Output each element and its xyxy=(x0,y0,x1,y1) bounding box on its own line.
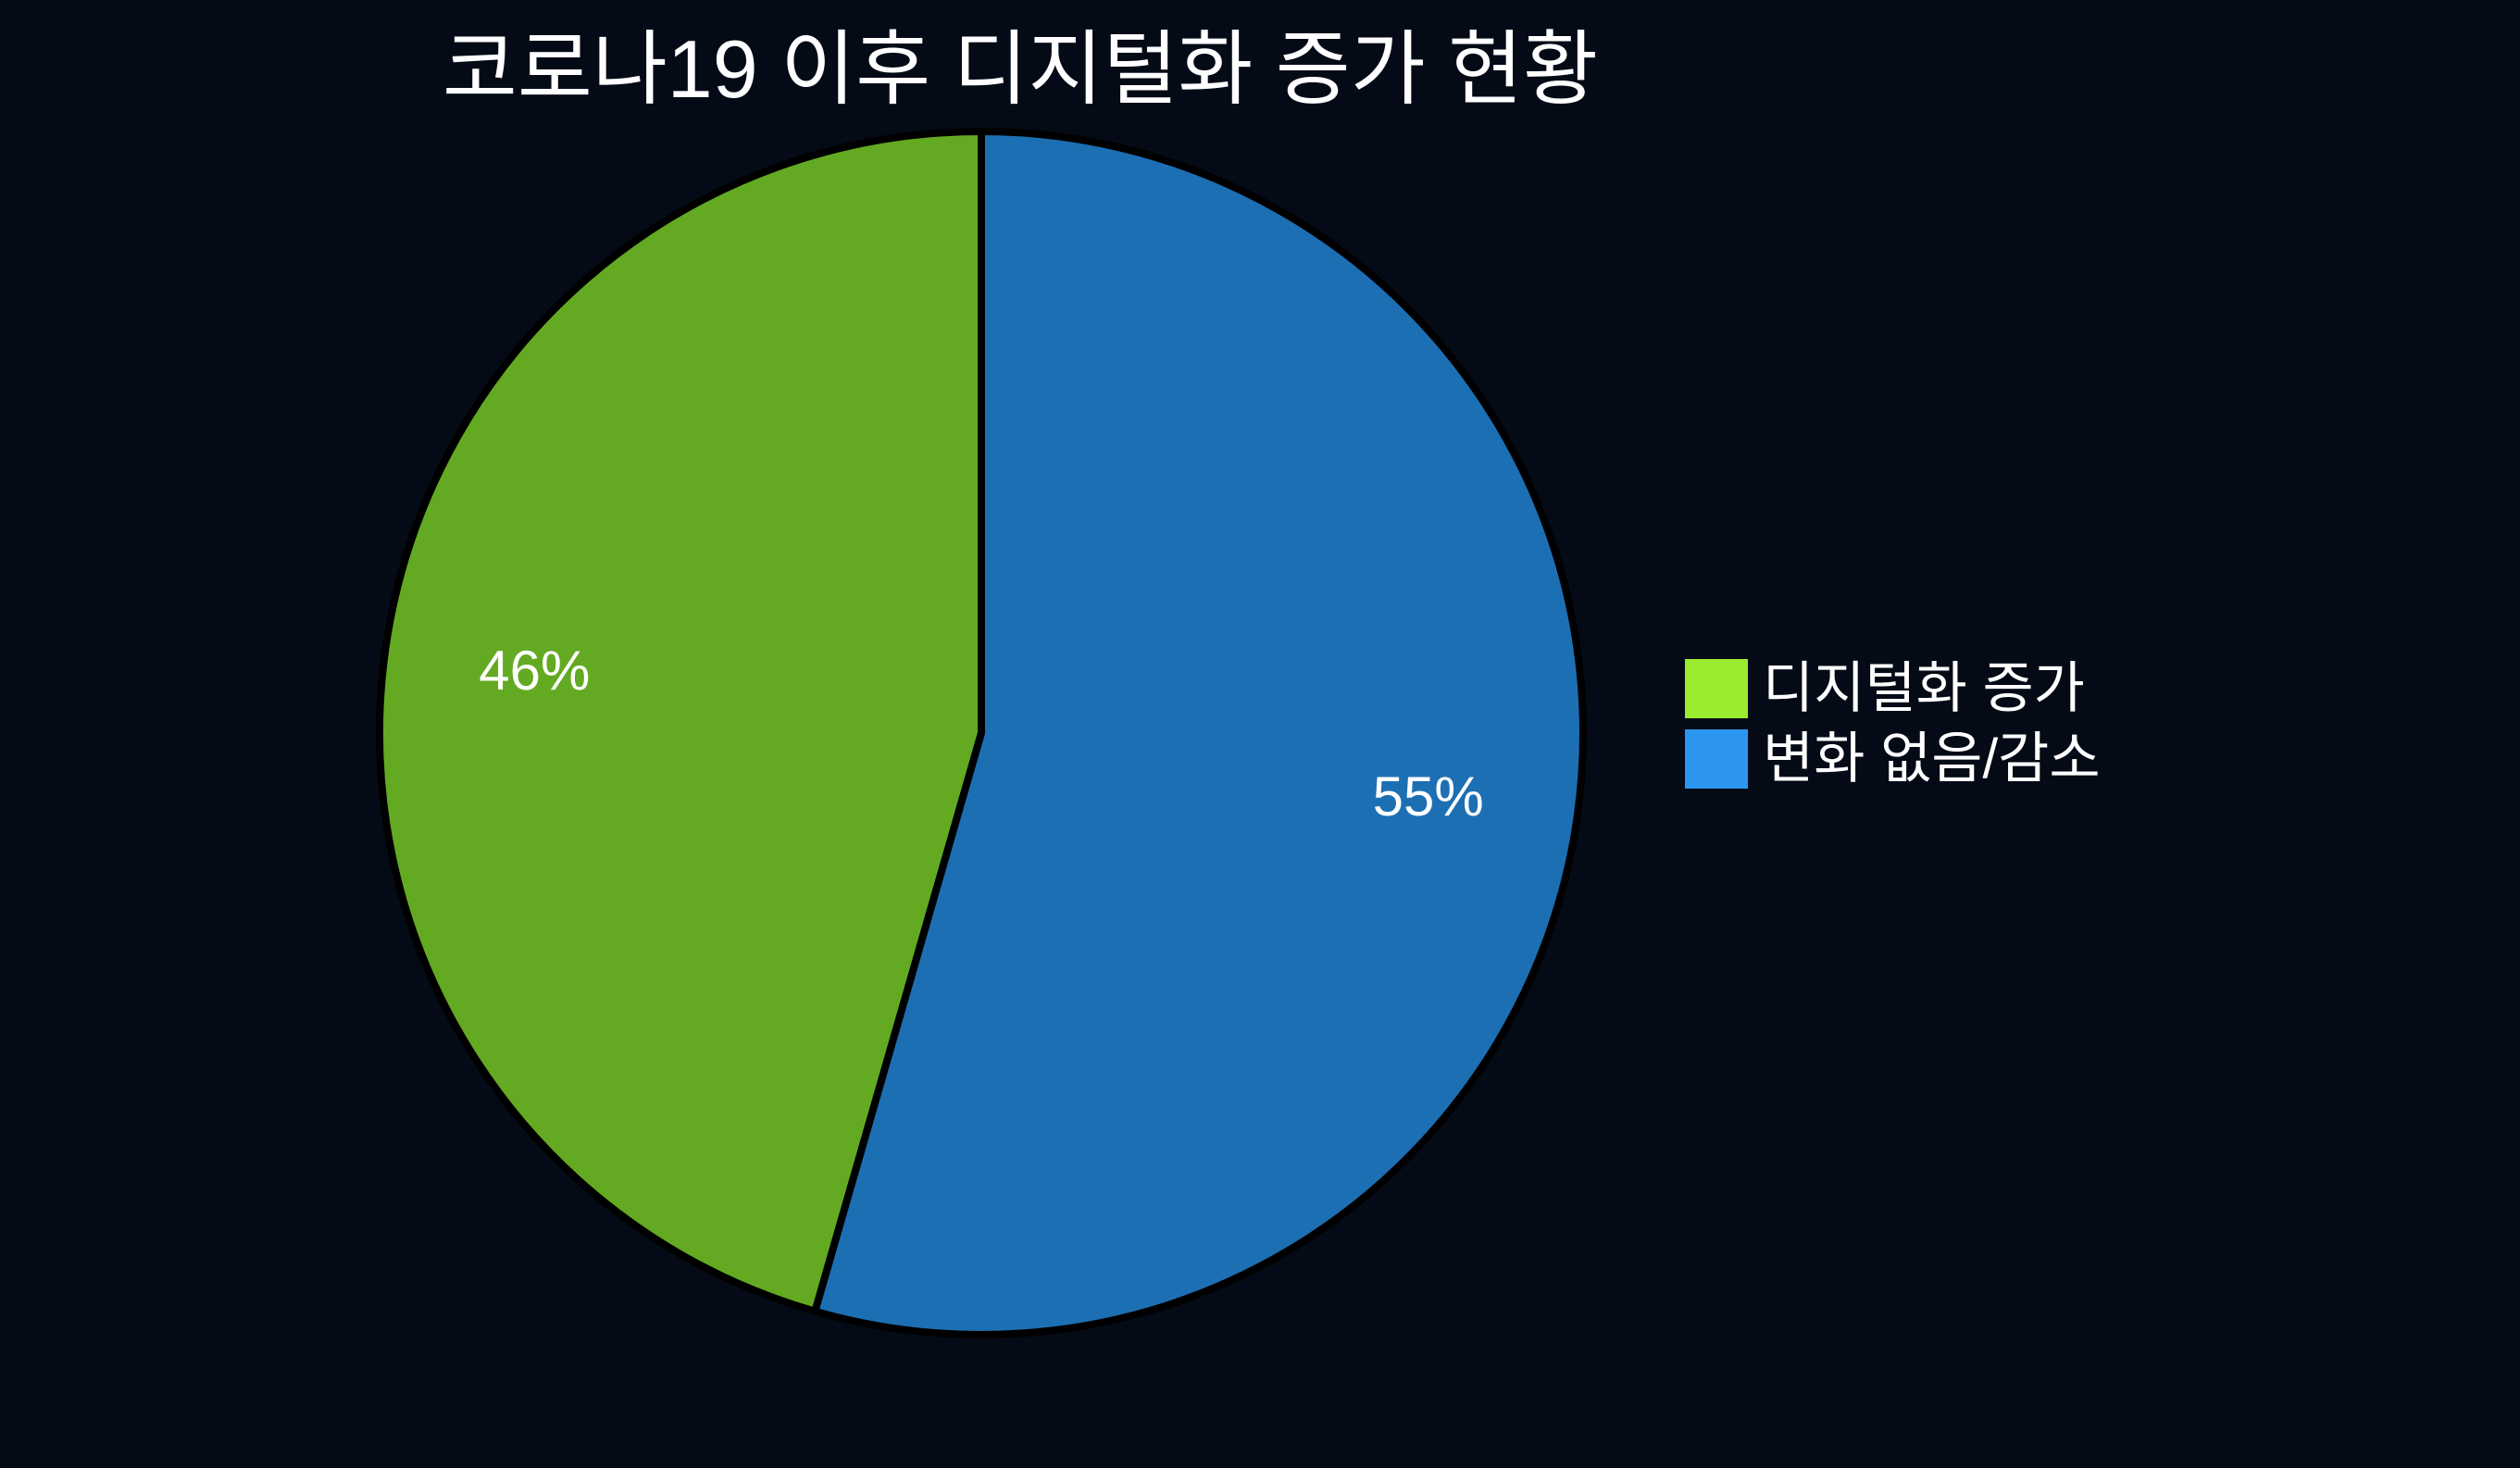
legend: 디지털화 증가 변화 없음/감소 xyxy=(1685,659,2101,800)
pie-slice-0 xyxy=(376,128,985,1315)
legend-label: 디지털화 증가 xyxy=(1763,657,2085,719)
legend-item-digitalization-increase: 디지털화 증가 xyxy=(1685,659,2101,718)
legend-swatch-green xyxy=(1685,659,1748,718)
legend-label: 변화 없음/감소 xyxy=(1763,728,2101,790)
pie-slice-pct-label-0: 46% xyxy=(479,640,590,702)
pie-slice-1 xyxy=(811,128,1587,1338)
chart-title: 코로나19 이후 디지털화 증가 현황 xyxy=(442,23,1599,115)
legend-swatch-blue xyxy=(1685,729,1748,789)
pie-slice-pct-label-1: 55% xyxy=(1373,765,1484,827)
legend-item-no-change-decrease: 변화 없음/감소 xyxy=(1685,729,2101,789)
